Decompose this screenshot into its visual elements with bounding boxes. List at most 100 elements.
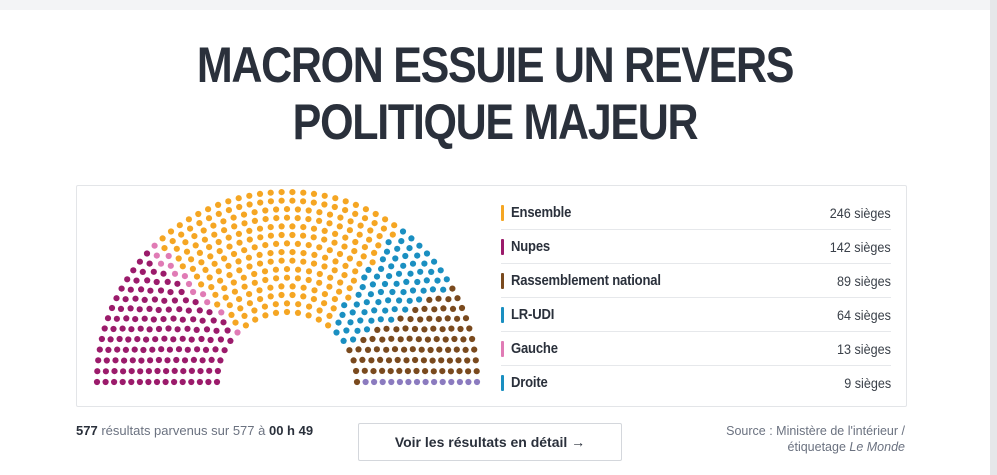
seat-dot [424, 336, 431, 343]
seat-dot [273, 215, 280, 222]
results-time: 00 h 49 [268, 423, 314, 438]
seat-dot [159, 235, 166, 242]
seat-dot [361, 244, 368, 251]
seat-dot [157, 287, 165, 294]
seat-dot [220, 319, 227, 326]
seat-dot [173, 245, 180, 252]
seat-dot [454, 315, 461, 322]
legend: Ensemble 246 sièges Nupes 142 sièges Rassemb… [501, 196, 891, 399]
results-text: résultats parvenus sur 577 à [97, 423, 269, 438]
seat-dot [201, 236, 208, 243]
seat-dot [429, 357, 436, 364]
view-details-button[interactable]: Voir les résultats en détail → [358, 423, 622, 461]
seat-dot [272, 266, 279, 273]
seat-dot [169, 238, 176, 245]
seat-dot [112, 357, 119, 364]
seat-dot [160, 270, 167, 277]
seat-dot [371, 307, 378, 314]
seat-dot [153, 378, 161, 386]
seat-dot [234, 329, 241, 336]
seat-dot [188, 378, 195, 386]
seat-dot [409, 260, 417, 267]
seat-dot [257, 234, 264, 241]
seat-dot [110, 325, 117, 333]
seat-dot [154, 367, 161, 375]
seat-dot [245, 254, 252, 261]
seat-dot [444, 315, 451, 322]
seat-dot [94, 368, 101, 375]
seat-dot [196, 378, 203, 386]
seat-dot [179, 263, 186, 270]
seat-dot [130, 267, 137, 274]
seat-dot [188, 256, 195, 263]
seat-dot [225, 262, 232, 269]
seat-dot [337, 214, 344, 221]
seat-dot [211, 231, 218, 238]
seat-dot [413, 367, 420, 375]
seat-dot [179, 316, 186, 323]
seat-dot [217, 277, 224, 284]
seat-dot [226, 272, 233, 279]
seat-dot [373, 346, 380, 353]
seat-dot [261, 268, 269, 275]
headline-line1: MACRON ESSUIE UN REVERS [196, 37, 795, 93]
seat-dot [321, 192, 328, 199]
seat-dot [310, 199, 317, 206]
seat-dot [396, 367, 403, 374]
seat-dot [423, 250, 431, 257]
seat-dot [350, 357, 357, 364]
seat-dot [171, 367, 178, 374]
seat-dot [385, 297, 392, 304]
seat-dot [360, 253, 367, 260]
seat-dot [449, 305, 457, 312]
seat-dot [251, 244, 258, 251]
seat-dot [215, 238, 222, 246]
seat-dot [283, 300, 291, 307]
scrollbar[interactable] [990, 0, 997, 475]
seat-dot [305, 312, 312, 319]
seat-dot [246, 291, 253, 298]
seat-dot [289, 249, 296, 256]
seat-dot [355, 346, 362, 353]
seat-dot [278, 231, 285, 239]
seat-dot [371, 220, 378, 227]
seat-dot [300, 189, 307, 196]
seat-dot [199, 357, 206, 364]
seat-dot [371, 249, 378, 256]
seat-dot [310, 225, 318, 232]
seat-dot [193, 326, 200, 333]
seat-dot [383, 346, 390, 353]
seat-dot [227, 337, 234, 344]
seat-dot [367, 291, 374, 298]
legend-party-name: Rassemblement national [511, 272, 661, 289]
seat-dot [113, 295, 120, 302]
seat-dot [289, 231, 296, 239]
seat-dot [127, 286, 134, 293]
seat-dot [326, 211, 334, 218]
seat-dot [137, 325, 144, 332]
legend-swatch [501, 306, 504, 323]
seat-dot [289, 189, 296, 196]
seat-dot [215, 201, 222, 208]
seat-dot [391, 222, 398, 229]
seat-dot [465, 368, 472, 375]
seat-dot [206, 274, 213, 281]
seat-dot [401, 346, 408, 353]
seat-dot [205, 206, 212, 213]
seat-dot [336, 288, 343, 295]
seat-dot [326, 220, 333, 227]
seat-dot [403, 278, 410, 285]
seat-dot [321, 201, 328, 208]
seat-dot [155, 325, 163, 333]
seat-dot [207, 336, 214, 344]
legend-row: Gauche 13 sièges [501, 332, 891, 366]
seat-dot [305, 207, 312, 214]
seat-dot [413, 378, 421, 386]
seat-dot [442, 336, 449, 343]
seat-dot [400, 289, 407, 296]
seat-dot [403, 357, 410, 364]
seat-dot [95, 357, 102, 364]
seat-dot [256, 190, 264, 197]
seat-dot [416, 242, 423, 249]
seat-dot [256, 260, 264, 267]
